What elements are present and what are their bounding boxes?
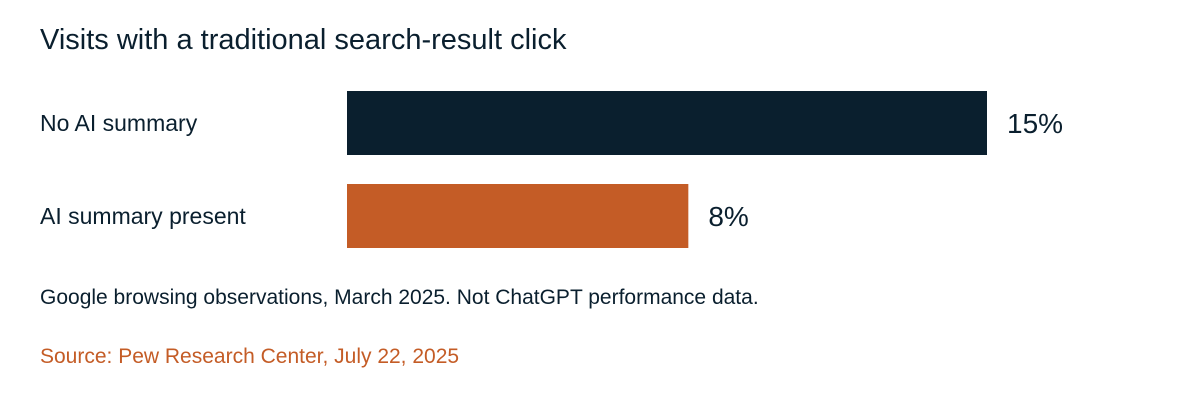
value-label: 8% xyxy=(708,201,748,232)
bar xyxy=(347,184,689,248)
footnote: Google browsing observations, March 2025… xyxy=(40,286,759,309)
chart-title: Visits with a traditional search-result … xyxy=(40,24,567,56)
bar xyxy=(347,91,987,155)
category-label: No AI summary xyxy=(40,110,198,136)
value-label: 15% xyxy=(1007,108,1063,139)
source-note: Source: Pew Research Center, July 22, 20… xyxy=(40,345,460,368)
bar-chart: No AI summary 15% AI summary present 8% xyxy=(40,91,1063,248)
category-label: AI summary present xyxy=(40,203,246,229)
